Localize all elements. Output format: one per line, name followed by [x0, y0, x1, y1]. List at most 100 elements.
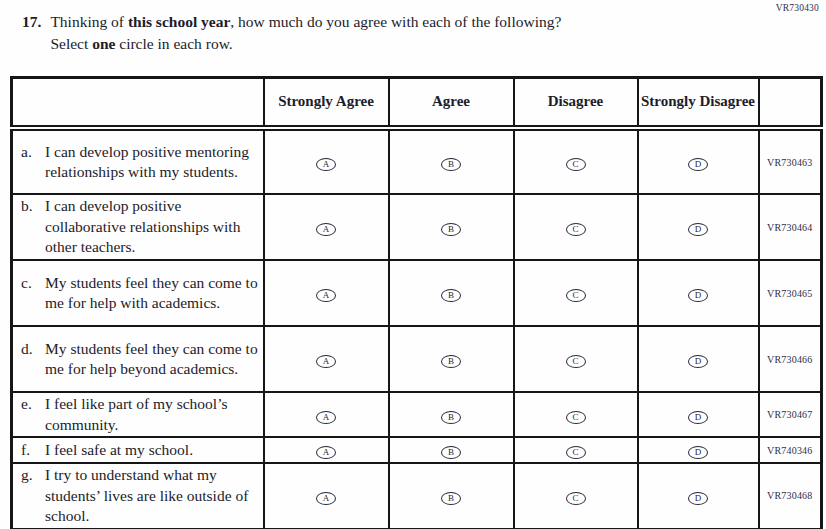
statement-cell: c.My students feel they can come to me f…	[12, 260, 264, 326]
bubble-strongly-disagree[interactable]: D	[688, 446, 708, 459]
option-cell: A	[264, 194, 389, 260]
question-line2-post: circle in each row.	[115, 35, 232, 52]
option-cell: B	[389, 437, 514, 463]
option-cell: D	[638, 437, 759, 463]
vr-code: VR730463	[759, 128, 822, 194]
bubble-strongly-agree[interactable]: A	[316, 411, 336, 424]
option-cell: C	[514, 326, 638, 392]
option-cell: C	[514, 194, 638, 260]
statement-column-header	[12, 78, 264, 129]
row-letter: f.	[13, 440, 45, 460]
question-number: 17.	[22, 11, 41, 55]
bubble-agree[interactable]: B	[441, 158, 461, 171]
table-row: b.I can develop positive collaborative r…	[12, 194, 822, 260]
option-cell: C	[514, 260, 638, 326]
option-cell: C	[514, 392, 638, 437]
row-letter: c.	[13, 273, 45, 314]
statement-text: My students feel they can come to me for…	[45, 273, 263, 314]
agreement-matrix-table: Strongly Agree Agree Disagree Strongly D…	[10, 76, 823, 529]
option-cell: B	[389, 260, 514, 326]
option-cell: B	[389, 128, 514, 194]
question-line2-bold: one	[92, 35, 115, 52]
vr-code: VR730468	[759, 463, 822, 529]
option-cell: D	[638, 392, 759, 437]
question-line1-post: , how much do you agree with each of the…	[230, 13, 561, 30]
bubble-strongly-disagree[interactable]: D	[688, 158, 708, 171]
bubble-agree[interactable]: B	[441, 355, 461, 368]
option-cell: C	[514, 437, 638, 463]
bubble-disagree[interactable]: C	[566, 492, 586, 505]
code-column-header	[759, 78, 822, 129]
table-row: c.My students feel they can come to me f…	[12, 260, 822, 326]
table-row: a.I can develop positive mentoring relat…	[12, 128, 822, 194]
column-header-strongly-disagree: Strongly Disagree	[638, 78, 759, 129]
bubble-strongly-disagree[interactable]: D	[688, 289, 708, 302]
option-cell: B	[389, 194, 514, 260]
row-letter: a.	[13, 142, 45, 183]
row-letter: b.	[13, 196, 45, 257]
statement-text: I feel like part of my school’s communit…	[45, 394, 263, 435]
table-row: e.I feel like part of my school’s commun…	[12, 392, 822, 437]
statement-cell: a.I can develop positive mentoring relat…	[12, 128, 264, 194]
vr-code: VR730467	[759, 392, 822, 437]
bubble-agree[interactable]: B	[441, 223, 461, 236]
question-block: 17. Thinking of this school year, how mu…	[22, 11, 782, 55]
option-cell: D	[638, 194, 759, 260]
option-cell: B	[389, 326, 514, 392]
statement-text: My students feel they can come to me for…	[45, 339, 263, 380]
bubble-strongly-disagree[interactable]: D	[688, 411, 708, 424]
statement-cell: g.I try to understand what my students’ …	[12, 463, 264, 529]
option-cell: A	[264, 437, 389, 463]
option-cell: C	[514, 463, 638, 529]
bubble-agree[interactable]: B	[441, 411, 461, 424]
statement-cell: b.I can develop positive collaborative r…	[12, 194, 264, 260]
bubble-strongly-agree[interactable]: A	[316, 355, 336, 368]
table-row: f.I feel safe at my school. A B C D VR74…	[12, 437, 822, 463]
bubble-strongly-agree[interactable]: A	[316, 289, 336, 302]
bubble-agree[interactable]: B	[441, 446, 461, 459]
vr-code: VR730466	[759, 326, 822, 392]
option-cell: D	[638, 260, 759, 326]
statement-text: I feel safe at my school.	[45, 440, 263, 460]
question-line1-bold: this school year	[128, 13, 230, 30]
bubble-strongly-agree[interactable]: A	[316, 158, 336, 171]
question-text: Thinking of this school year, how much d…	[50, 11, 561, 55]
bubble-strongly-disagree[interactable]: D	[688, 355, 708, 368]
vr-code: VR730465	[759, 260, 822, 326]
bubble-disagree[interactable]: C	[566, 223, 586, 236]
page-code: VR730430	[776, 3, 819, 13]
bubble-disagree[interactable]: C	[566, 158, 586, 171]
bubble-strongly-disagree[interactable]: D	[688, 492, 708, 505]
vr-code: VR740346	[759, 437, 822, 463]
option-cell: A	[264, 392, 389, 437]
bubble-strongly-agree[interactable]: A	[316, 492, 336, 505]
bubble-disagree[interactable]: C	[566, 446, 586, 459]
bubble-disagree[interactable]: C	[566, 355, 586, 368]
bubble-agree[interactable]: B	[441, 289, 461, 302]
bubble-strongly-agree[interactable]: A	[316, 223, 336, 236]
option-cell: D	[638, 128, 759, 194]
bubble-agree[interactable]: B	[441, 492, 461, 505]
column-header-disagree: Disagree	[514, 78, 638, 129]
option-cell: C	[514, 128, 638, 194]
bubble-disagree[interactable]: C	[566, 411, 586, 424]
option-cell: D	[638, 326, 759, 392]
bubble-disagree[interactable]: C	[566, 289, 586, 302]
option-cell: A	[264, 128, 389, 194]
bubble-strongly-disagree[interactable]: D	[688, 223, 708, 236]
vr-code: VR730464	[759, 194, 822, 260]
column-header-strongly-agree: Strongly Agree	[264, 78, 389, 129]
option-cell: D	[638, 463, 759, 529]
option-cell: A	[264, 463, 389, 529]
statement-text: I can develop positive collaborative rel…	[45, 196, 263, 257]
question-line2-pre: Select	[50, 35, 92, 52]
column-header-agree: Agree	[389, 78, 514, 129]
row-letter: g.	[13, 465, 45, 526]
option-cell: B	[389, 463, 514, 529]
statement-cell: d.My students feel they can come to me f…	[12, 326, 264, 392]
bubble-strongly-agree[interactable]: A	[316, 446, 336, 459]
statement-text: I can develop positive mentoring relatio…	[45, 142, 263, 183]
option-cell: A	[264, 260, 389, 326]
question-line1-pre: Thinking of	[50, 13, 128, 30]
option-cell: A	[264, 326, 389, 392]
